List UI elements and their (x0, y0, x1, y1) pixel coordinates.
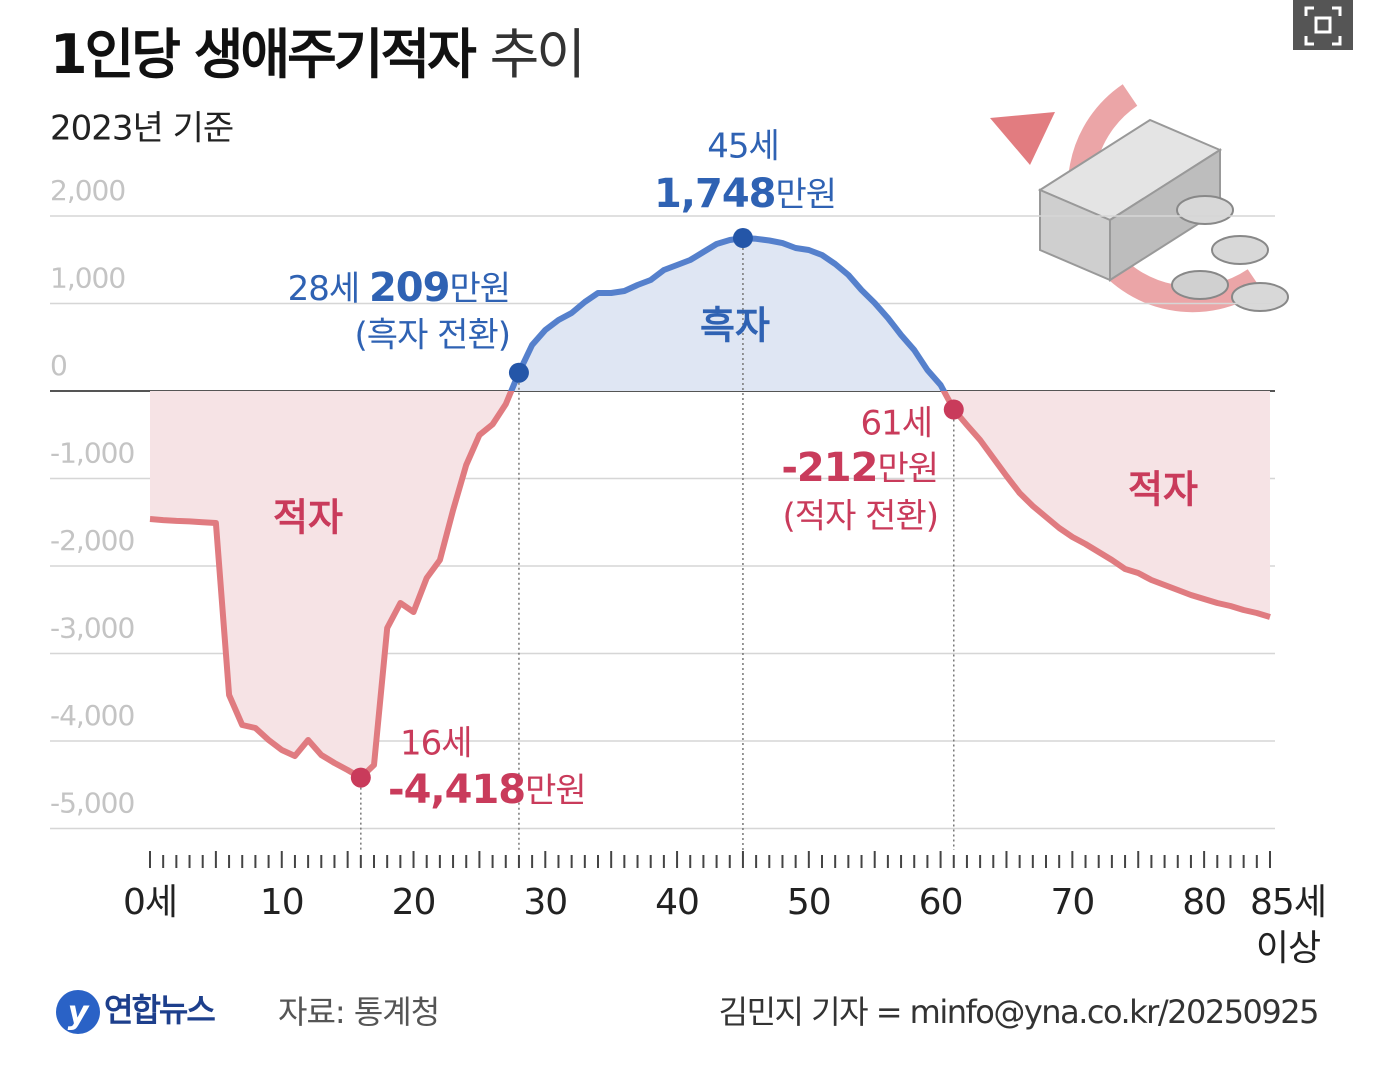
value-label: 1,748 (654, 171, 776, 217)
x-tick-label: 20 (391, 882, 437, 923)
annotation-note: (흑자 전환) (355, 316, 510, 356)
region-label: 흑자 (700, 304, 770, 348)
x-tick-label: 85세 이상 (1250, 882, 1327, 969)
annotation-age: 61세 (860, 404, 932, 444)
title-suffix: 추이 (490, 23, 583, 86)
point-marker (508, 362, 529, 383)
chart-title: 1인당 생애주기적자 추이 (50, 23, 583, 86)
svg-text:y: y (68, 993, 90, 1031)
unit: 만원 (525, 771, 586, 811)
x-tick-label: 70 (1050, 882, 1095, 923)
annotation-value: -4,418만원 (388, 767, 586, 813)
y-tick-label: 2,000 (50, 174, 125, 207)
unit: 만원 (449, 269, 510, 309)
logo-text: 연합뉴스 (104, 991, 215, 1029)
annotation-age: 16세 (400, 724, 472, 764)
annotation-value: 1,748만원 (654, 171, 836, 217)
unit: 만원 (877, 449, 938, 489)
region-label: 적자 (1128, 468, 1198, 512)
source: 자료: 통계청 (278, 993, 439, 1031)
annotation-note: (적자 전환) (783, 497, 938, 537)
x-tick-label: 0세 (122, 882, 178, 923)
area (150, 238, 1270, 778)
point-marker (350, 767, 371, 788)
x-tick-label: 50 (786, 882, 832, 923)
region-label: 적자 (273, 496, 343, 540)
x-tick-label: 10 (259, 882, 305, 923)
x-tick-label: 60 (918, 882, 964, 923)
y-tick-label: -5,000 (50, 787, 134, 820)
annotation-value: -212만원 (781, 445, 938, 491)
logo: y 연합뉴스 (56, 990, 217, 1034)
annotation-age: 28세 (288, 269, 360, 309)
x-tick-label: 40 (655, 882, 700, 923)
point-marker (943, 399, 964, 420)
value-label: 209 (369, 265, 450, 311)
title-main: 1인당 생애주기적자 (50, 23, 477, 86)
annotation-age: 45세 (707, 127, 779, 167)
expand-button[interactable] (1293, 0, 1353, 50)
x-tick-label: 30 (523, 882, 568, 923)
y-tick-label: -4,000 (50, 699, 134, 732)
y-tick-label: -2,000 (50, 524, 134, 557)
line (149, 235, 1271, 781)
point-marker (732, 228, 753, 249)
value-label: -4,418 (388, 767, 525, 813)
y-tick-label: 1,000 (50, 262, 125, 295)
value-label: -212 (781, 445, 877, 491)
y-tick-label: 0 (50, 349, 67, 382)
subtitle: 2023년 기준 (50, 109, 233, 149)
credit: 김민지 기자 = minfo@yna.co.kr/20250925 (719, 993, 1318, 1031)
y-tick-label: -3,000 (50, 612, 134, 645)
x-tick-label: 80 (1182, 882, 1227, 923)
y-tick-label: -1,000 (50, 437, 134, 470)
unit: 만원 (775, 175, 836, 215)
money-icon (990, 84, 1289, 313)
plot: 2,000 1,000 0 -1,000 -2,000 -3,000 -4,000 -5,00… (50, 174, 1275, 868)
expand-icon (1304, 6, 1342, 46)
annotation-value: 28세 209만원 (288, 265, 510, 311)
